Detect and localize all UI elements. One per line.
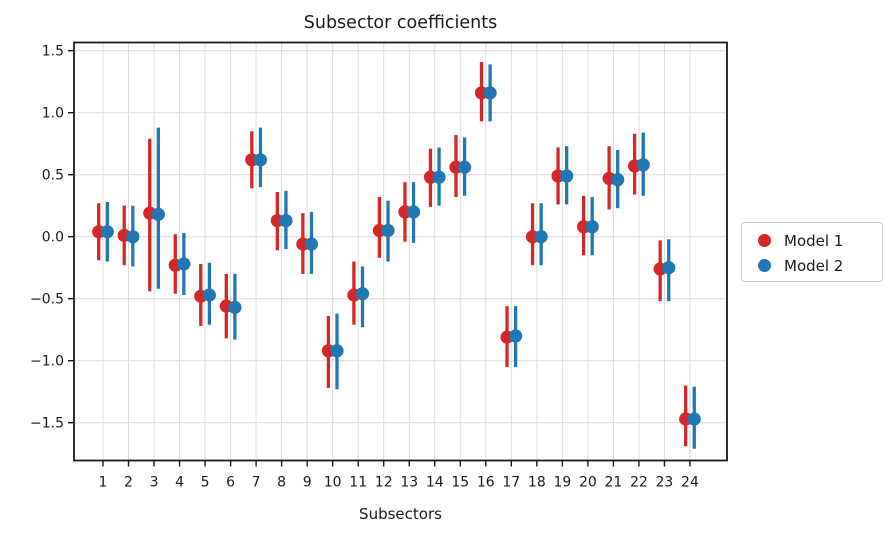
data-point-marker (253, 153, 268, 167)
chart-title: Subsector coefficients (303, 13, 498, 33)
x-tick-label: 17 (502, 475, 520, 491)
x-tick-label: 1 (99, 475, 108, 491)
data-point-marker (483, 86, 497, 100)
data-point-marker (381, 223, 395, 238)
data-point-marker (279, 213, 293, 228)
data-point-marker (560, 169, 574, 183)
x-tick-label: 21 (604, 475, 622, 491)
x-tick-label: 18 (528, 475, 546, 491)
data-point-marker (585, 220, 599, 234)
data-point-marker (202, 288, 216, 302)
model-1-marker-icon (758, 234, 771, 247)
y-tick-label: −1.5 (30, 416, 64, 432)
y-tick-labels: 1.5 1.0 0.5 0.0 −0.5 −1.0 −1.5 (30, 44, 64, 432)
data-point-marker (304, 237, 319, 251)
data-point-marker (662, 261, 676, 275)
legend-item-model-2: Model 2 (758, 253, 882, 278)
x-tick-label: 14 (426, 475, 444, 491)
legend: Model 1 Model 2 (741, 222, 883, 282)
model-2-marker-icon (758, 259, 771, 272)
data-point-marker (151, 207, 165, 221)
x-tick-label: 7 (252, 475, 261, 491)
x-tick-label: 8 (277, 475, 286, 491)
legend-item-model-1: Model 1 (758, 228, 882, 253)
x-tick-label: 24 (681, 475, 699, 491)
x-tick-label: 10 (324, 475, 342, 491)
data-point-marker (534, 230, 548, 244)
data-point-marker (457, 160, 472, 174)
x-tick-label: 19 (553, 475, 571, 491)
data-point-marker (611, 173, 625, 187)
x-tick-label: 11 (349, 475, 367, 491)
x-tick-label: 5 (201, 475, 210, 491)
y-ticks (68, 50, 74, 424)
data-point-marker (406, 205, 421, 219)
y-tick-label: 0.5 (42, 168, 64, 184)
x-ticks (102, 460, 691, 467)
data-point-marker (177, 257, 191, 271)
x-axis-label: Subsectors (359, 505, 442, 523)
data-point-marker (228, 300, 242, 314)
data-point-marker (126, 230, 140, 244)
y-tick-label: −0.5 (30, 292, 64, 308)
x-tick-label: 22 (630, 475, 648, 491)
data-point-marker (100, 225, 114, 239)
grid-lines (74, 42, 727, 461)
x-tick-label: 13 (400, 475, 418, 491)
y-tick-label: 0.0 (42, 230, 64, 246)
x-tick-label: 2 (124, 475, 133, 491)
y-tick-label: 1.0 (42, 106, 64, 122)
x-tick-labels: 1 2 3 4 5 6 7 8 9 10 11 12 13 14 15 16 17 18 19 20 21 22 23 24 (99, 475, 699, 491)
x-tick-label: 6 (226, 475, 235, 491)
data-point-marker (330, 344, 344, 358)
series-model-1 (92, 61, 693, 447)
legend-label-model-1: Model 1 (784, 231, 844, 250)
data-point-marker (355, 287, 370, 301)
data-point-marker (687, 412, 701, 426)
x-tick-label: 3 (150, 475, 159, 491)
x-tick-label: 16 (477, 475, 495, 491)
x-tick-label: 15 (451, 475, 469, 491)
data-point-marker (432, 170, 446, 184)
x-tick-label: 12 (375, 475, 393, 491)
x-tick-label: 4 (175, 475, 184, 491)
x-tick-label: 20 (579, 475, 597, 491)
data-point-marker (509, 329, 523, 343)
x-tick-label: 9 (303, 475, 312, 491)
series-model-2 (100, 64, 701, 449)
data-point-marker (636, 158, 650, 172)
x-tick-label: 23 (656, 475, 674, 491)
y-tick-label: 1.5 (42, 44, 64, 60)
plot-border (73, 41, 728, 462)
y-tick-label: −1.0 (30, 354, 64, 370)
legend-label-model-2: Model 2 (784, 256, 844, 275)
